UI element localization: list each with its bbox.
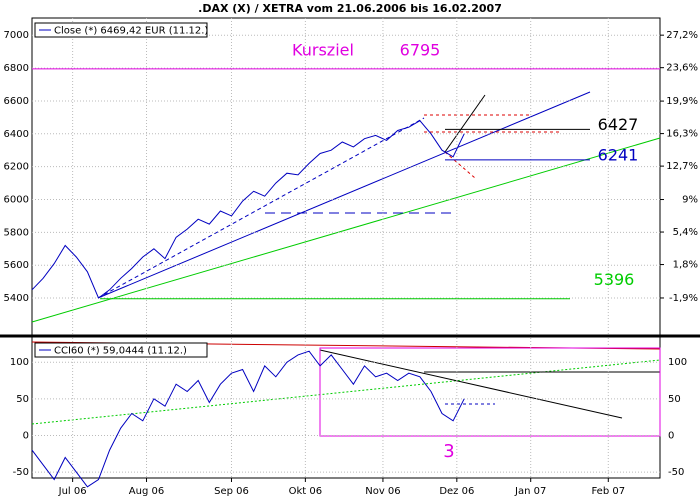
annotation: 3 [443, 441, 454, 462]
y-tick-label: 0 [23, 430, 29, 441]
x-tick-label: Feb 07 [591, 486, 625, 497]
y-tick-label: -50 [13, 467, 29, 478]
trend-line [97, 91, 591, 299]
y-tick-label: 5400 [4, 293, 29, 304]
legend: Close (*) 6469,42 EUR (11.12.) [34, 22, 208, 38]
y-tick-label: 6400 [4, 129, 29, 140]
level-label: 6795 [400, 40, 441, 59]
y-tick-label: 6600 [4, 96, 29, 107]
y2-tick-label: 0 [668, 430, 674, 441]
y-tick-label: 6800 [4, 63, 29, 74]
series-line [31, 350, 465, 488]
legend: CCI60 (*) 59,0444 (11.12.) [34, 342, 208, 358]
y2-tick-label: 27,2% [666, 30, 698, 41]
y2-tick-label: 12,7% [666, 161, 698, 172]
y2-tick-label: 5,4% [673, 227, 698, 238]
y2-tick-label: -50 [668, 467, 684, 478]
target-box [319, 347, 661, 437]
annotation: Kursziel [292, 40, 354, 59]
legend-box [34, 22, 208, 38]
chart-title: .DAX (X) / XETRA vom 21.06.2006 bis 16.0… [198, 2, 502, 15]
y2-tick-label: 1,8% [673, 260, 698, 271]
fib-line [444, 151, 476, 179]
legend-label: Close (*) 6469,42 EUR (11.12.) [54, 26, 208, 37]
level-label: 6241 [598, 145, 639, 164]
x-tick-label: Sep 06 [214, 486, 249, 497]
y-tick-label: 7000 [4, 30, 29, 41]
y2-tick-label: 19,9% [666, 96, 698, 107]
y2-tick-label: 9% [682, 195, 698, 206]
y2-tick-label: -1,9% [669, 293, 698, 304]
x-tick-label: Aug 06 [129, 486, 164, 497]
y-tick-label: 5600 [4, 260, 29, 271]
y-tick-label: 6000 [4, 194, 29, 205]
x-tick-label: Nov 06 [365, 486, 400, 497]
y-tick-label: 100 [10, 357, 29, 368]
trend-line [31, 359, 661, 425]
legend-label: CCI60 (*) 59,0444 (11.12.) [54, 346, 187, 357]
y2-tick-label: 23,6% [666, 63, 698, 74]
x-tick-label: Jul 06 [58, 486, 87, 497]
x-tick-label: Jan 07 [514, 486, 546, 497]
series-line [31, 120, 465, 299]
trend-line [31, 137, 661, 323]
x-tick-label: Okt 06 [289, 486, 323, 497]
trend-lines [31, 91, 661, 323]
level-label: 5396 [594, 270, 635, 289]
y2-tick-label: 50 [668, 394, 681, 405]
y2-tick-label: 100 [668, 357, 687, 368]
trend-line [319, 349, 623, 419]
plot-frame [31, 17, 661, 479]
y-tick-label: 50 [16, 394, 29, 405]
x-tick-label: Dez 06 [439, 486, 474, 497]
y-tick-label: 6200 [4, 162, 29, 173]
trend-line [444, 94, 486, 153]
level-label: 6427 [598, 115, 639, 134]
y-tick-label: 5800 [4, 227, 29, 238]
y2-tick-label: 16,3% [666, 129, 698, 140]
trend-line [97, 117, 425, 299]
legend-box [34, 342, 208, 358]
